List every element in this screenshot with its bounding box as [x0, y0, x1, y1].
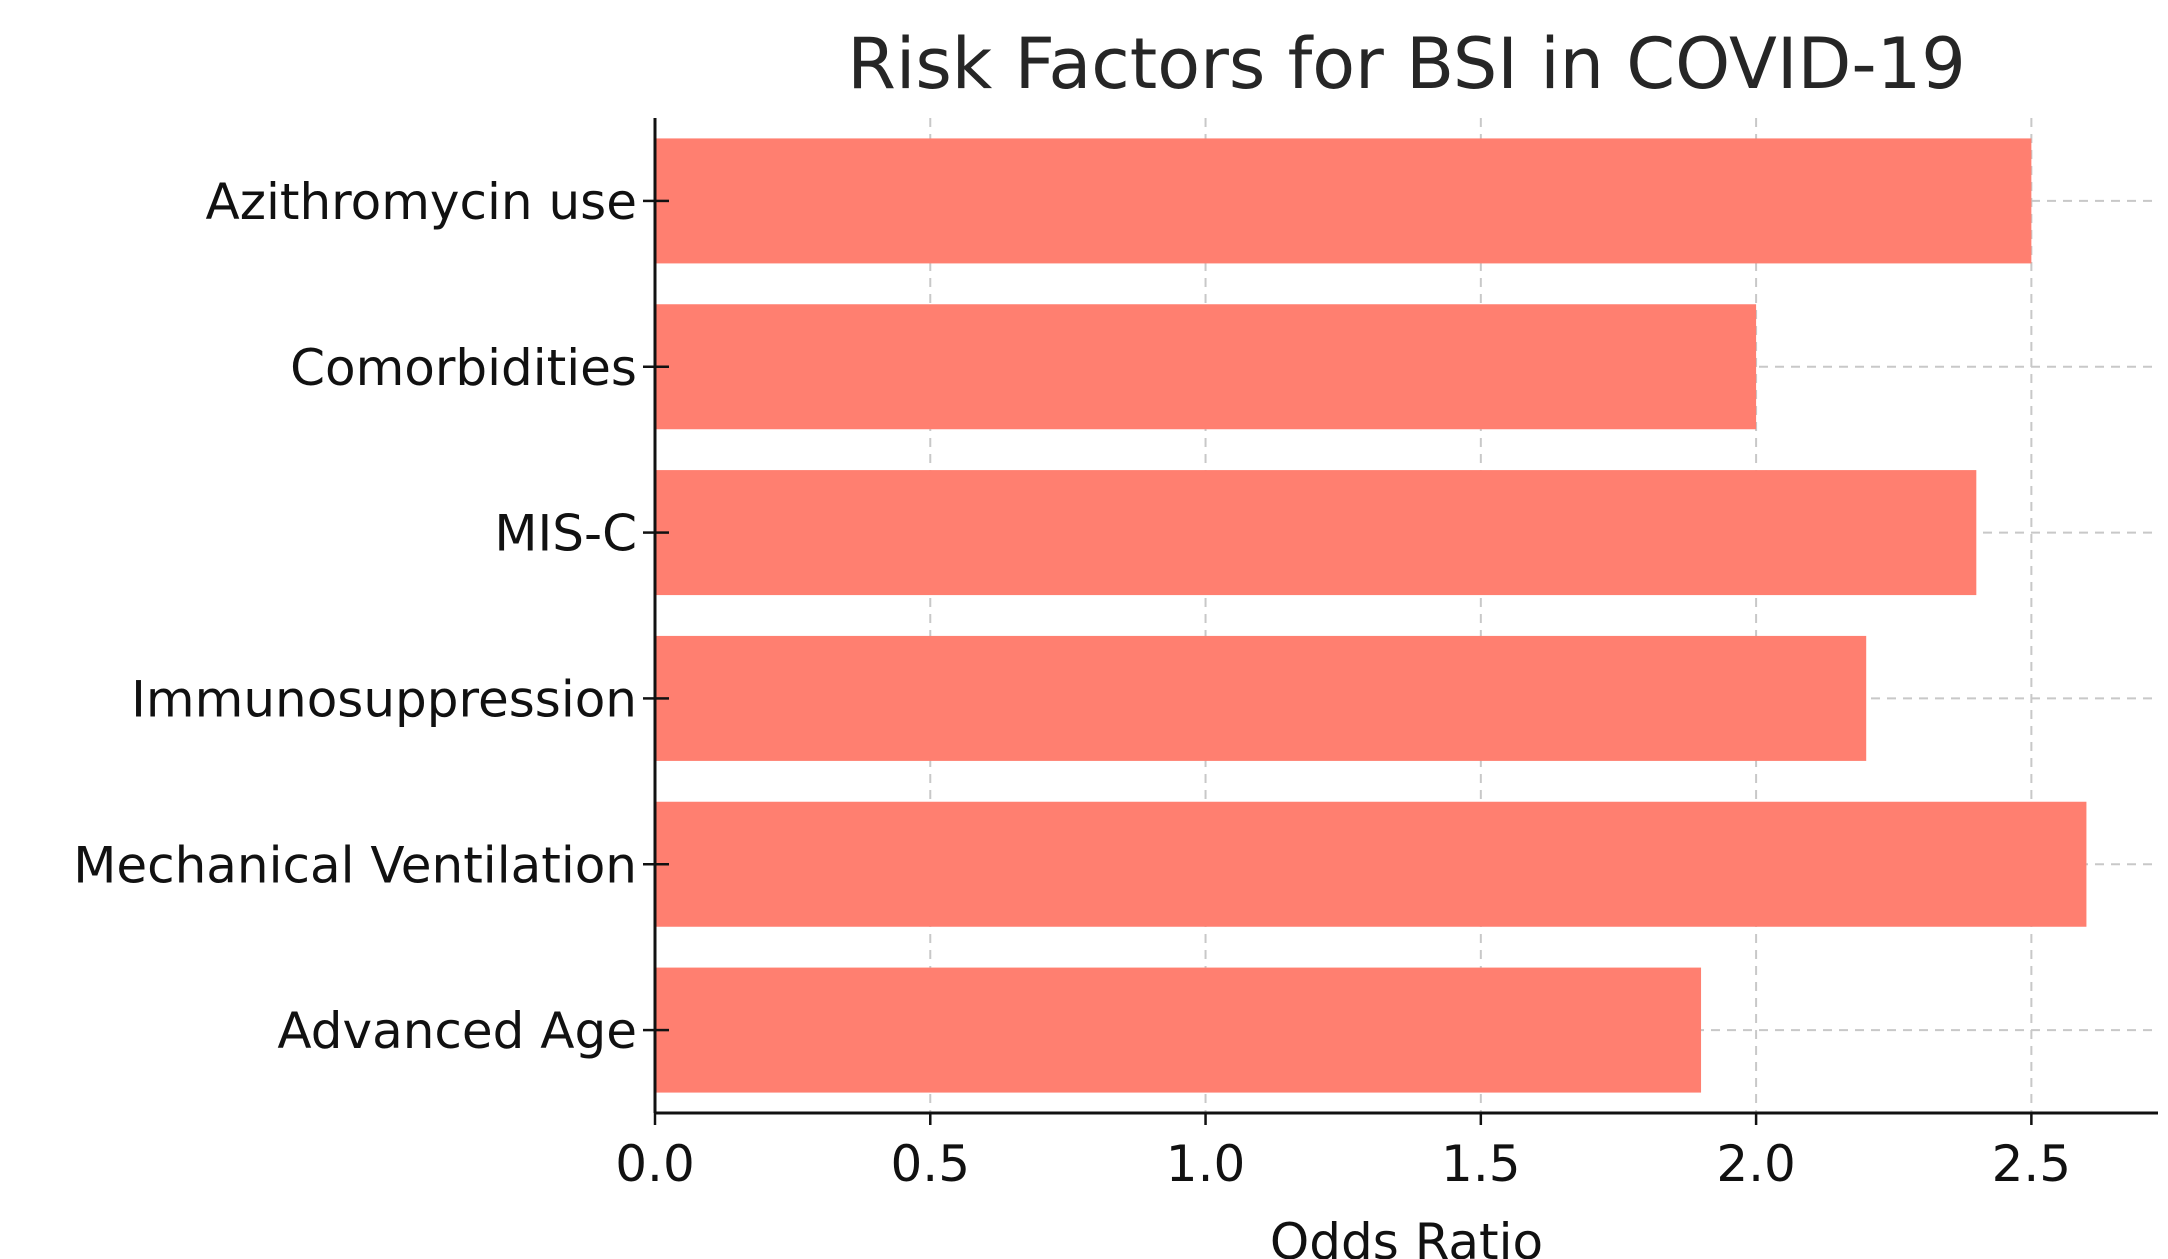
x-tick-label: 2.0: [1716, 1135, 1796, 1193]
x-tick-label: 0.5: [891, 1135, 971, 1193]
bar: [655, 967, 1702, 1093]
x-axis-label: Odds Ratio: [1270, 1213, 1543, 1259]
chart-title: Risk Factors for BSI in COVID-19: [847, 23, 1966, 105]
bar: [655, 635, 1867, 761]
x-tick-label: 1.5: [1441, 1135, 1521, 1193]
bars-layer: [655, 138, 2087, 1093]
bar: [655, 470, 1977, 596]
category-label: Mechanical Ventilation: [73, 836, 637, 894]
category-label: Advanced Age: [277, 1002, 637, 1060]
x-tick-label: 1.0: [1166, 1135, 1246, 1193]
x-tick-label: 2.5: [1992, 1135, 2072, 1193]
category-label: Azithromycin use: [206, 173, 637, 231]
category-label: Comorbidities: [290, 339, 637, 397]
axes-layer: [653, 118, 2158, 1115]
category-label: MIS-C: [494, 505, 637, 563]
bar: [655, 801, 2087, 927]
x-tick-label: 0.0: [615, 1135, 695, 1193]
category-label: Immunosuppression: [131, 670, 637, 728]
grid-layer: [655, 118, 2158, 1113]
bar: [655, 138, 2032, 264]
bar: [655, 304, 1757, 430]
ticks-layer: 0.0 0.5 1.0 1.5 2.0 2.5 Azithromycin use Comorb…: [73, 173, 2071, 1193]
